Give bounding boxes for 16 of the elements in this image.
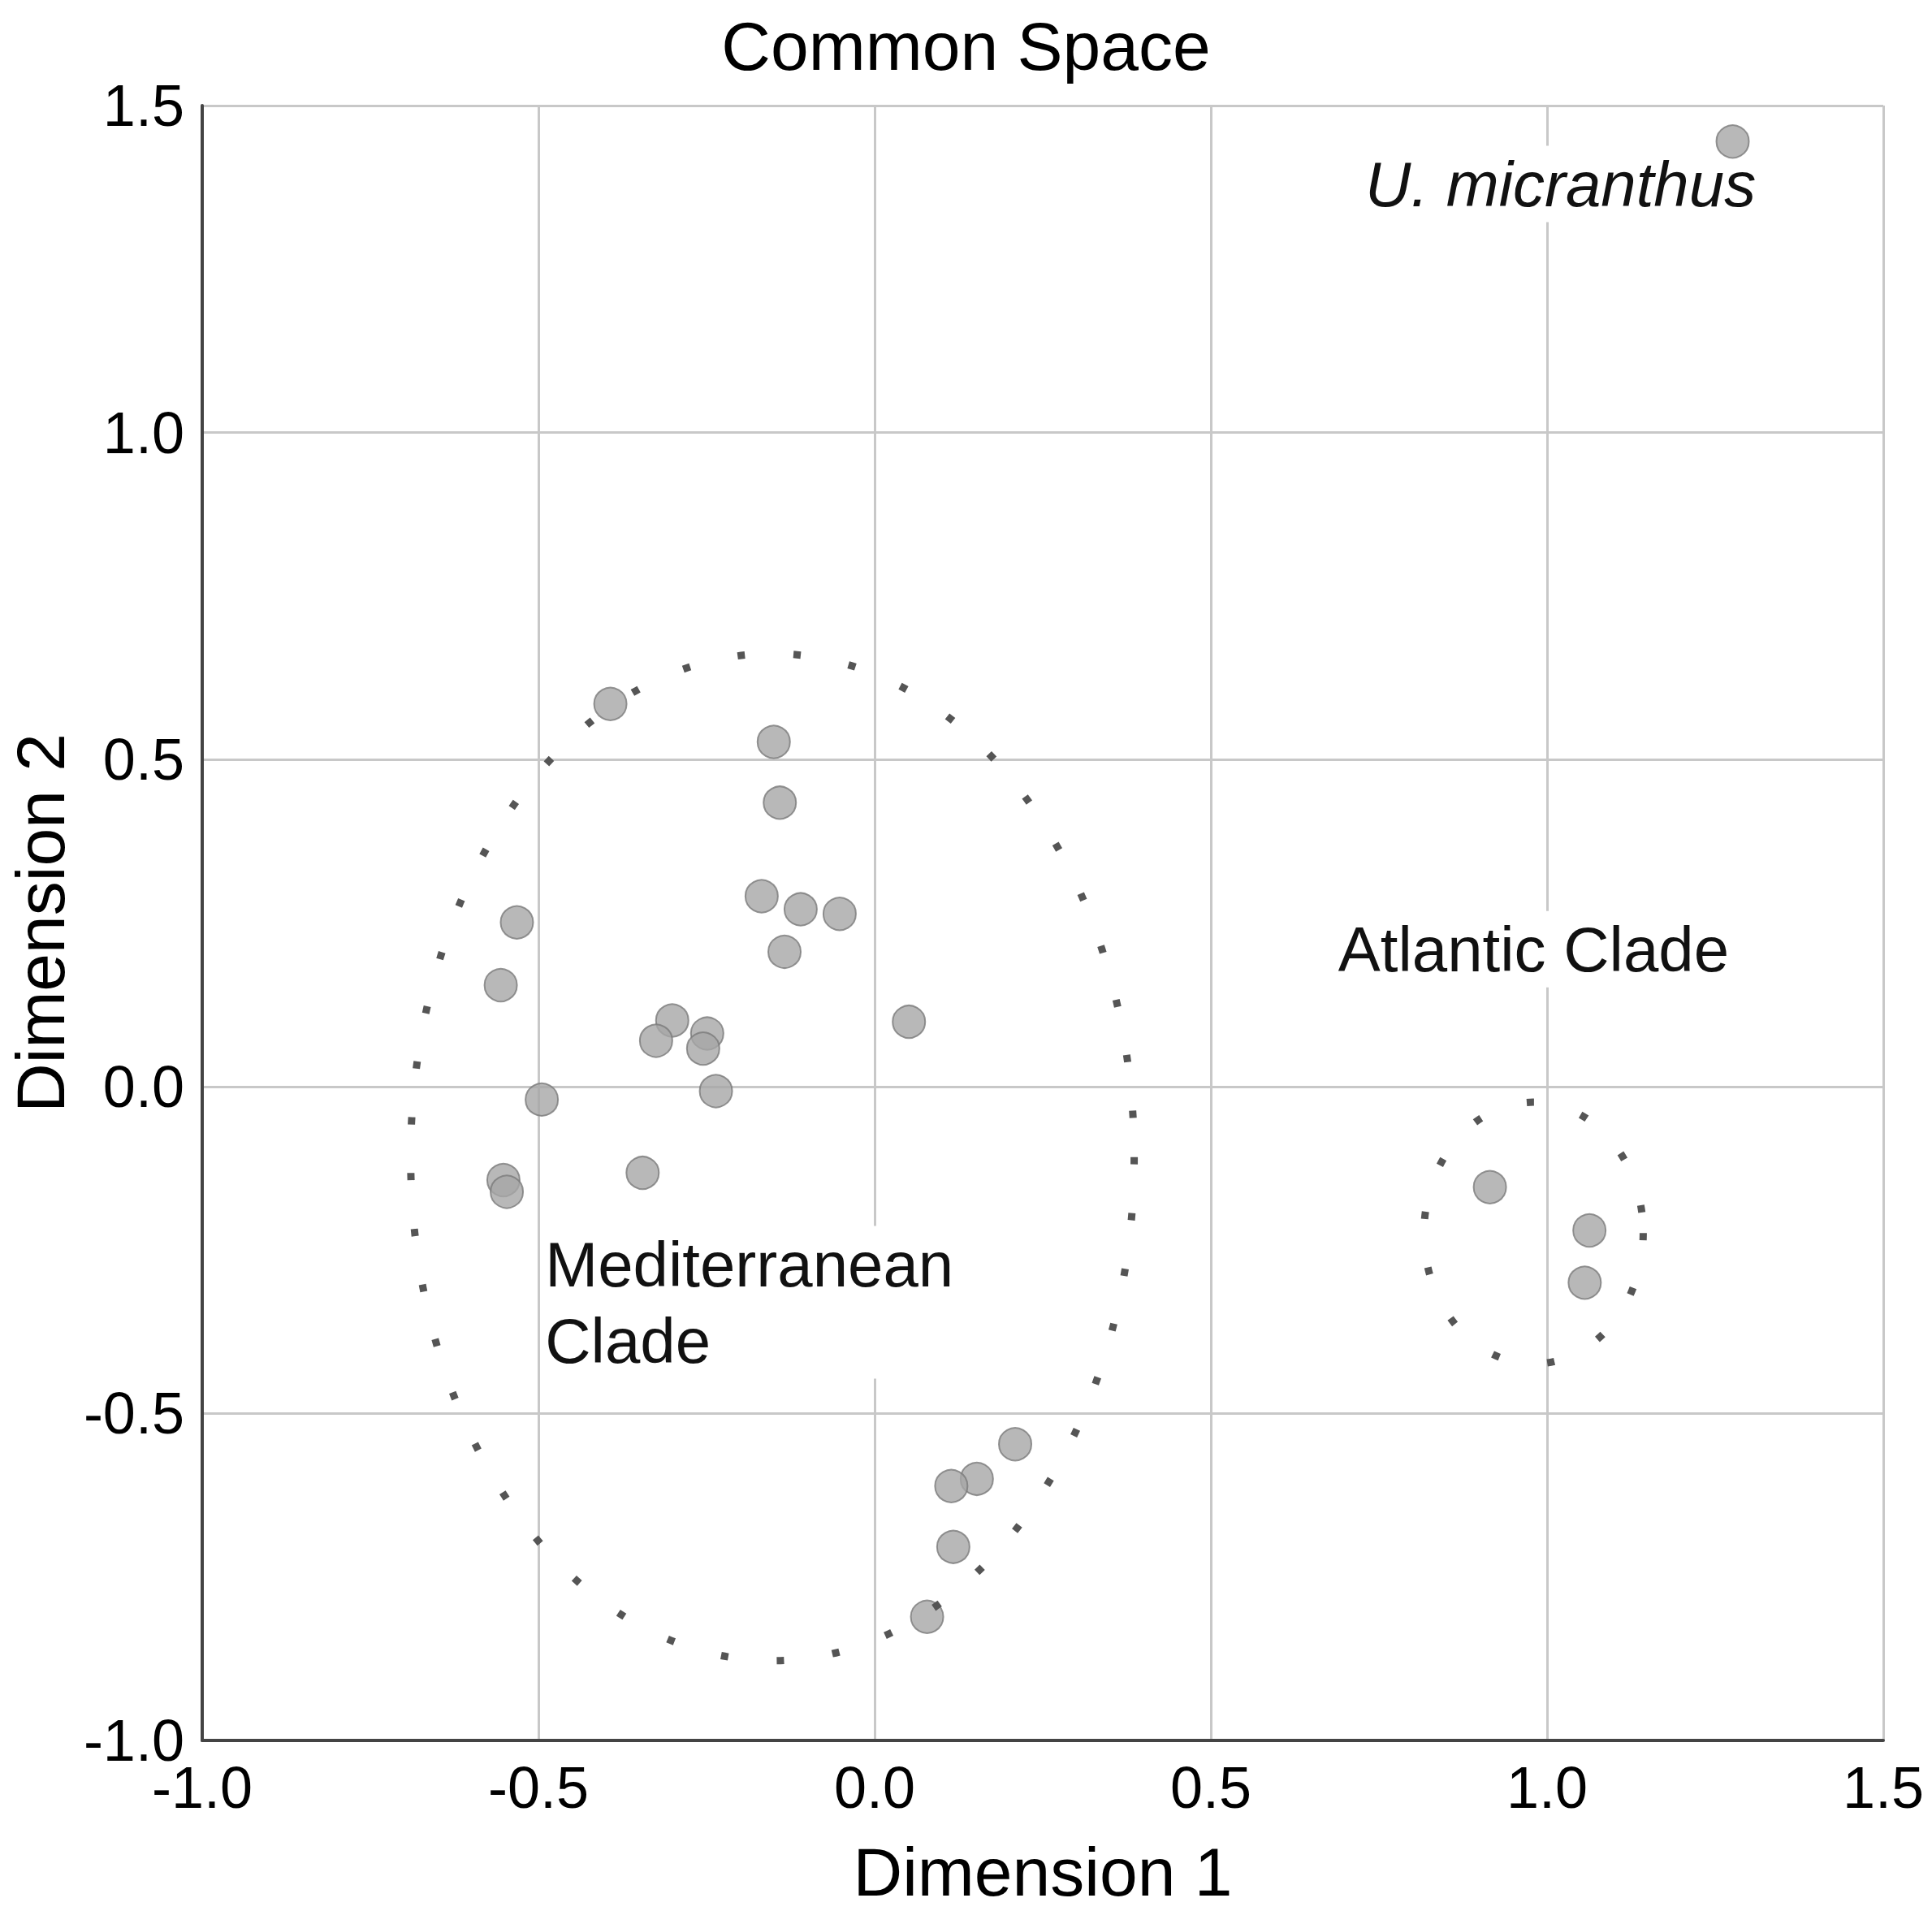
y-tick-label: -0.5 [83, 1381, 184, 1446]
x-axis-title: Dimension 1 [853, 1834, 1233, 1910]
y-axis-title: Dimension 2 [2, 733, 79, 1113]
y-tick-label: 1.5 [102, 73, 184, 138]
annotation: U. micranthus [1364, 148, 1757, 220]
x-tick-label: 0.0 [833, 1755, 916, 1820]
annotation: Atlantic Clade [1338, 913, 1730, 985]
x-tick-label: 1.5 [1842, 1755, 1925, 1820]
chart-title: Common Space [721, 8, 1211, 84]
annotation: Mediterranean Clade [545, 1228, 954, 1377]
y-tick-label: 0.5 [102, 727, 184, 793]
y-tick-label: 1.0 [102, 400, 184, 465]
y-tick-label: 0.0 [102, 1053, 184, 1119]
x-tick-label: 0.5 [1169, 1755, 1252, 1820]
x-tick-label: 1.0 [1506, 1755, 1588, 1820]
x-tick-label: -0.5 [487, 1755, 590, 1820]
